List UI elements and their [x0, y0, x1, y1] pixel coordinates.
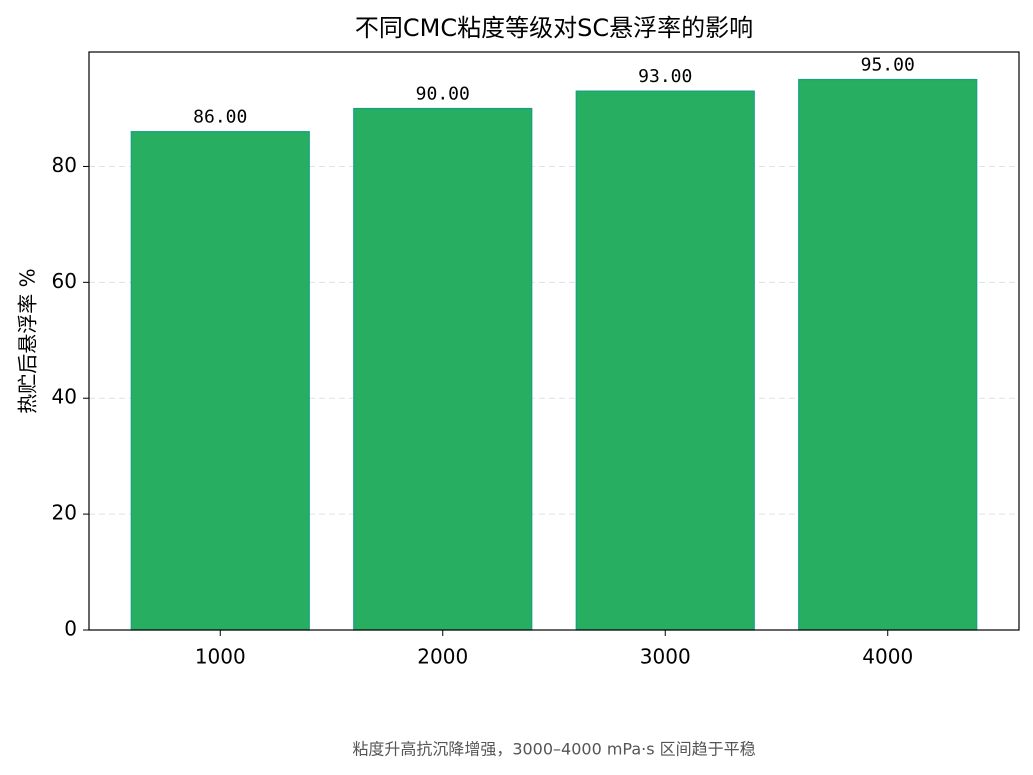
y-tick-label: 20: [52, 501, 77, 525]
footnote: 粘度升高抗沉降增强，3000–4000 mPa·s 区间趋于平稳: [352, 740, 755, 759]
value-label: 93.00: [638, 66, 692, 87]
x-tick-label: 1000: [195, 645, 246, 669]
bar: [798, 78, 978, 631]
y-tick-label: 60: [52, 269, 77, 293]
chart-title: 不同CMC粘度等级对SC悬浮率的影响: [355, 14, 753, 42]
x-tick-label: 3000: [640, 645, 691, 669]
y-tick-label: 80: [52, 153, 77, 177]
bar: [130, 131, 310, 631]
x-tick-label: 2000: [417, 645, 468, 669]
value-label: 90.00: [416, 83, 470, 104]
value-label: 95.00: [861, 55, 915, 76]
bar: [575, 90, 755, 631]
plot-frame: [88, 51, 1020, 631]
y-tick-label: 40: [52, 385, 77, 409]
y-axis-label: 热贮后悬浮率 %: [16, 268, 40, 413]
x-tick-label: 4000: [862, 645, 913, 669]
bar: [353, 107, 533, 631]
value-label: 86.00: [193, 107, 247, 128]
y-tick-label: 0: [64, 617, 77, 641]
